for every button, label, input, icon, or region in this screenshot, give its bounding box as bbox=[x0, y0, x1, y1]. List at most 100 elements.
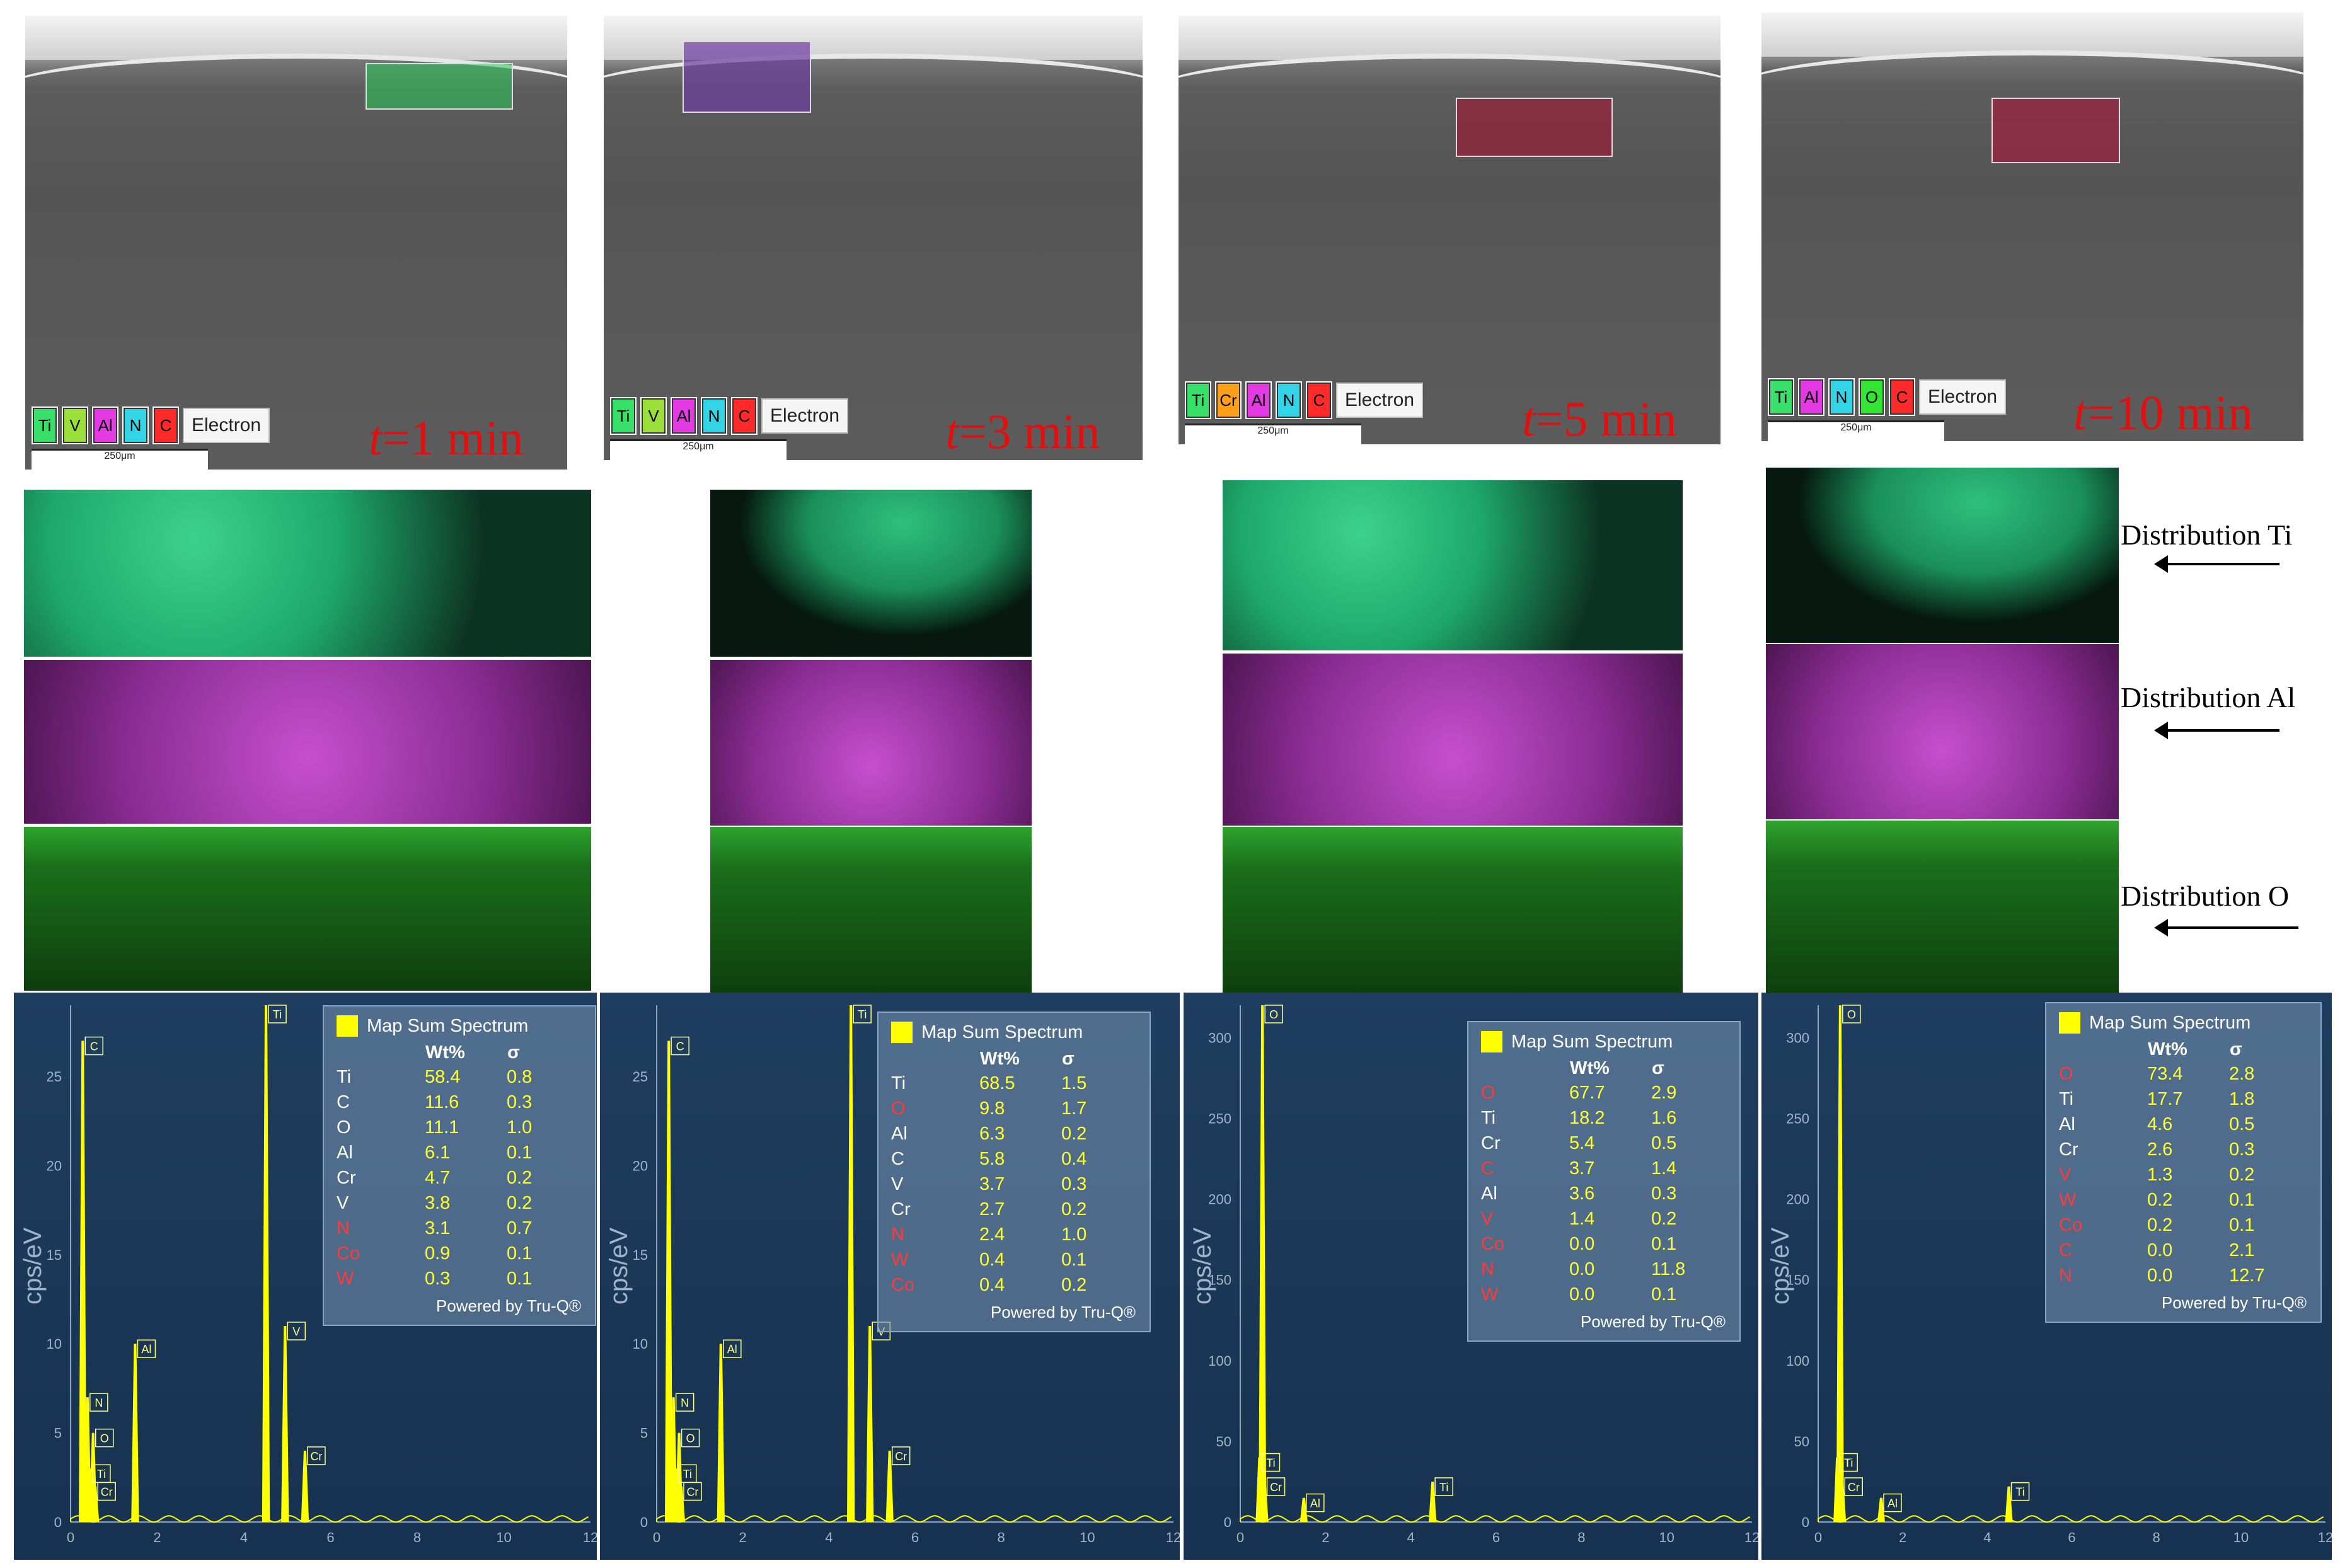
y-tick-label: 5 bbox=[640, 1426, 648, 1441]
y-tick-label: 300 bbox=[1208, 1030, 1231, 1046]
ti-map bbox=[23, 488, 592, 658]
scale-bar: 250μm bbox=[1768, 420, 1944, 441]
y-tick-label: 0 bbox=[1802, 1514, 1809, 1530]
peak-label: Ti bbox=[1266, 1457, 1275, 1470]
peak-label-box bbox=[671, 1036, 689, 1056]
peak-label: Cr bbox=[895, 1450, 907, 1463]
element-legend: Ti Cr Al N C Electron bbox=[1185, 381, 1424, 419]
o-map bbox=[709, 826, 1033, 995]
legend-chip-n: N bbox=[122, 406, 149, 444]
time-label: t=3 min bbox=[945, 404, 1100, 459]
spectrum-plot: 0 50 100 150 200 250 300 0 2 4 6 8 10 12 O Ti Cr Al Ti bbox=[1786, 1005, 2332, 1545]
y-tick-label: 15 bbox=[47, 1247, 62, 1263]
legend-electron: Electron bbox=[1336, 383, 1424, 418]
legend-chip-n: N bbox=[701, 397, 727, 435]
peak-label-box bbox=[2010, 1482, 2030, 1501]
spectrum-peak-cr bbox=[1838, 1481, 1847, 1522]
spectrum-plot: 0 5 10 15 20 25 0 2 4 6 8 10 12 C N O Ti Cr Al Ti V Cr bbox=[47, 1005, 597, 1545]
x-tick-label: 12 bbox=[583, 1530, 597, 1545]
peak-label-box bbox=[1264, 1005, 1283, 1023]
ti-map bbox=[1221, 479, 1684, 652]
peak-label-box bbox=[1266, 1477, 1286, 1496]
x-tick-label: 6 bbox=[2068, 1530, 2075, 1545]
legend-chip-al: Al bbox=[92, 406, 118, 444]
table-row: W 0.4 0.1 bbox=[891, 1249, 1087, 1270]
peak-label: Ti bbox=[1439, 1481, 1448, 1494]
peak-label-box bbox=[891, 1446, 911, 1465]
peak-label-box bbox=[1434, 1477, 1453, 1496]
legend-electron: Electron bbox=[1919, 379, 2007, 415]
spectrum-title: Map Sum Spectrum bbox=[921, 1022, 1083, 1042]
spectrum-peak-c bbox=[79, 1041, 87, 1522]
peak-label-box bbox=[683, 1482, 702, 1501]
table-row: Cr 2.7 0.2 bbox=[891, 1199, 1087, 1219]
y-tick-label: 150 bbox=[1786, 1272, 1809, 1288]
table-row: Co 0.4 0.2 bbox=[891, 1274, 1087, 1295]
y-axis-label: cps/eV bbox=[19, 1227, 47, 1305]
powered-by: Powered by Tru-Q® bbox=[435, 1296, 581, 1315]
peak-label-box bbox=[675, 1393, 695, 1412]
table-row: C 11.6 0.3 bbox=[337, 1092, 533, 1112]
peak-label-box bbox=[84, 1036, 103, 1056]
peak-label: Ti bbox=[2015, 1486, 2024, 1499]
spectrum-peak-cr bbox=[885, 1450, 894, 1522]
peak-label: C bbox=[676, 1041, 684, 1053]
table-row: C 0.0 2.1 bbox=[2059, 1240, 2255, 1260]
x-tick-label: 6 bbox=[1492, 1530, 1500, 1545]
x-tick-label: 4 bbox=[1407, 1530, 1415, 1545]
spectrum-peak-al bbox=[1300, 1497, 1308, 1522]
spectrum-title: Map Sum Spectrum bbox=[1511, 1031, 1673, 1052]
table-row: N 3.1 0.7 bbox=[337, 1218, 533, 1238]
y-tick-label: 10 bbox=[633, 1336, 648, 1352]
spectrum-peak-v bbox=[281, 1325, 289, 1522]
spectrum-peak-cr bbox=[91, 1486, 100, 1522]
table-row: Ti 18.2 1.6 bbox=[1481, 1107, 1677, 1128]
x-tick-label: 10 bbox=[1659, 1530, 1674, 1545]
legend-electron: Electron bbox=[761, 398, 849, 434]
table-row: Al 6.3 0.2 bbox=[891, 1123, 1087, 1144]
y-tick-label: 0 bbox=[640, 1514, 648, 1530]
y-tick-label: 25 bbox=[47, 1069, 62, 1085]
table-row: C 3.7 1.4 bbox=[1481, 1158, 1677, 1179]
legend-chip-v: V bbox=[62, 406, 88, 444]
x-tick-label: 8 bbox=[998, 1530, 1005, 1545]
y-tick-label: 15 bbox=[633, 1247, 648, 1263]
sem-image-3: Ti Cr Al N C Electron 250μm bbox=[1179, 16, 1720, 444]
x-tick-label: 12 bbox=[1166, 1530, 1180, 1545]
spectrum-peak-ti bbox=[1833, 1457, 1841, 1522]
composition-table: Wt% σ O 67.7 2.9 Ti 18.2 1.6 Cr 5.4 0.5 C 3.7 1.4 Al 3.… bbox=[1481, 1056, 1708, 1307]
spectrum-peak-al bbox=[717, 1344, 725, 1522]
y-tick-label: 50 bbox=[1216, 1434, 1231, 1450]
x-tick-label: 6 bbox=[911, 1530, 919, 1545]
table-row: C 5.8 0.4 bbox=[891, 1148, 1087, 1169]
composition-table: Wt% σ Ti 68.5 1.5 O 9.8 1.7 Al 6.3 0.2 C 5.8 0.4 V 3.7 0… bbox=[891, 1047, 1118, 1298]
x-tick-label: 8 bbox=[413, 1530, 421, 1545]
x-tick-label: 10 bbox=[1080, 1530, 1095, 1545]
peak-label-box bbox=[681, 1428, 700, 1448]
peak-label: O bbox=[686, 1433, 695, 1445]
peak-label: Ti bbox=[273, 1008, 282, 1021]
y-tick-label: 50 bbox=[1794, 1434, 1809, 1450]
ti-map bbox=[709, 488, 1033, 658]
spectrum-result-panel: Map Sum Spectrum Wt% σ O 73.4 2.8 Ti 17.7 1.8 Al 4… bbox=[2045, 1002, 2322, 1323]
peak-label: Al bbox=[727, 1343, 737, 1356]
peak-label-box bbox=[307, 1446, 326, 1465]
spectrum-plot: 0 50 100 150 200 250 300 0 2 4 6 8 10 12 O Ti Cr Al Ti bbox=[1208, 1005, 1758, 1545]
peak-label-box bbox=[287, 1322, 306, 1340]
x-tick-label: 12 bbox=[2318, 1530, 2332, 1545]
spectrum-peak-cr bbox=[301, 1450, 309, 1522]
spectrum-result-panel: Map Sum Spectrum Wt% σ Ti 68.5 1.5 O 9.8 1.7 Al 6.… bbox=[877, 1012, 1151, 1332]
table-row: W 0.0 0.1 bbox=[1481, 1284, 1677, 1305]
peak-label: Ti bbox=[683, 1468, 692, 1480]
peak-label-box bbox=[1261, 1453, 1281, 1472]
x-tick-label: 10 bbox=[496, 1530, 511, 1545]
peak-label: Al bbox=[141, 1343, 151, 1356]
table-row: Cr 5.4 0.5 bbox=[1481, 1133, 1677, 1153]
sem-image-4: Ti Al N O C Electron 250μm bbox=[1761, 13, 2303, 441]
peak-label-box bbox=[723, 1339, 742, 1358]
y-axis-label: cps/eV bbox=[1189, 1227, 1216, 1305]
time-label: t=5 min bbox=[1522, 391, 1677, 446]
spectrum-swatch bbox=[337, 1015, 358, 1037]
y-tick-label: 20 bbox=[47, 1158, 62, 1173]
x-tick-label: 0 bbox=[653, 1530, 660, 1545]
